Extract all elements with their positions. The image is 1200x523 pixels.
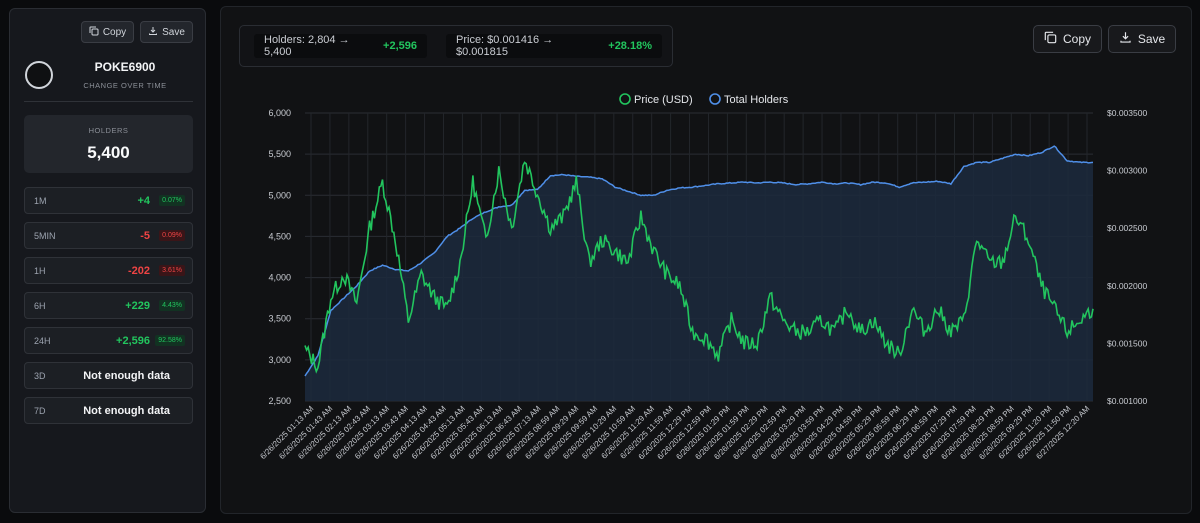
chart-copy-button[interactable]: Copy xyxy=(1033,25,1102,53)
row-percent-badge: 92.58% xyxy=(155,335,185,346)
y-left-tick-label: 5,000 xyxy=(268,190,291,200)
y-right-tick-label: $0.003500 xyxy=(1107,108,1147,118)
row-label: 5MIN xyxy=(34,231,56,241)
sidebar-save-button[interactable]: Save xyxy=(140,21,193,43)
holders-change-stat: Holders: 2,804 → 5,400 +2,596 xyxy=(254,34,427,58)
change-row-1m: 1M +4 0.07% xyxy=(24,187,193,214)
sidebar-copy-button[interactable]: Copy xyxy=(81,21,134,43)
holders-label: HOLDERS xyxy=(88,126,129,135)
chart-lines xyxy=(304,145,1094,377)
row-value: Not enough data xyxy=(83,405,170,417)
y-right-tick-label: $0.003000 xyxy=(1107,166,1147,176)
sidebar-panel: Copy Save POKE6900 CHANGE OVER TIME HOLD… xyxy=(9,8,206,513)
price-change-text: Price: $0.001416 → $0.001815 xyxy=(456,34,554,58)
row-percent-badge: 0.07% xyxy=(159,195,185,206)
sidebar-save-label: Save xyxy=(162,26,185,38)
chart-copy-label: Copy xyxy=(1062,32,1091,46)
stats-panel: Holders: 2,804 → 5,400 +2,596 Price: $0.… xyxy=(239,25,673,67)
change-row-5min: 5MIN -5 0.09% xyxy=(24,222,193,249)
left-y-axis: 2,500 3,000 3,500 4,000 4,500 5,000 5,500 6,000 xyxy=(268,108,291,406)
change-row-7d: 7D Not enough data xyxy=(24,397,193,424)
row-percent-badge: 0.09% xyxy=(159,230,185,241)
holders-area xyxy=(305,146,1093,401)
row-value: +2,596 xyxy=(116,335,150,347)
row-label: 24H xyxy=(34,336,51,346)
token-subtitle: CHANGE OVER TIME xyxy=(83,81,167,90)
download-icon xyxy=(1119,31,1132,47)
row-value: Not enough data xyxy=(83,370,170,382)
chart-legend: Price (USD) Total Holders xyxy=(619,93,789,106)
price-line xyxy=(304,161,1094,374)
row-label: 3D xyxy=(34,371,46,381)
row-percent-badge: 4.43% xyxy=(159,300,185,311)
token-avatar xyxy=(25,61,53,89)
price-change-value: +28.18% xyxy=(608,40,652,52)
download-icon xyxy=(148,26,158,39)
y-left-tick-label: 3,000 xyxy=(268,355,291,365)
chart-save-button[interactable]: Save xyxy=(1108,25,1176,53)
change-row-6h: 6H +229 4.43% xyxy=(24,292,193,319)
holders-area-fill xyxy=(305,146,1093,401)
y-left-tick-label: 5,500 xyxy=(268,149,291,159)
y-right-tick-label: $0.001500 xyxy=(1107,338,1147,348)
y-left-tick-label: 6,000 xyxy=(268,108,291,118)
y-left-tick-label: 3,500 xyxy=(268,314,291,324)
row-value: +4 xyxy=(137,195,150,207)
holders-summary: HOLDERS 5,400 xyxy=(24,115,193,173)
y-right-tick-label: $0.002500 xyxy=(1107,223,1147,233)
chart-save-label: Save xyxy=(1137,32,1166,46)
copy-icon xyxy=(1044,31,1057,47)
change-row-3d: 3D Not enough data xyxy=(24,362,193,389)
price-change-stat: Price: $0.001416 → $0.001815 +28.18% xyxy=(446,34,662,58)
y-right-tick-label: $0.001000 xyxy=(1107,396,1147,406)
row-value: +229 xyxy=(125,300,150,312)
y-left-tick-label: 2,500 xyxy=(268,396,291,406)
y-left-tick-label: 4,500 xyxy=(268,231,291,241)
row-label: 1M xyxy=(34,196,47,206)
change-row-24h: 24H +2,596 92.58% xyxy=(24,327,193,354)
row-label: 6H xyxy=(34,301,46,311)
holders-value: 5,400 xyxy=(87,143,130,162)
row-value: -202 xyxy=(127,265,150,277)
x-axis: 6/26/2025 01:13 AM6/26/2025 01:43 AM6/26… xyxy=(258,404,1091,462)
divider xyxy=(24,101,193,102)
holders-line xyxy=(304,145,1094,377)
legend-holders-label: Total Holders xyxy=(724,94,789,106)
row-value: -5 xyxy=(140,230,150,242)
y-left-tick-label: 4,000 xyxy=(268,273,291,283)
sidebar-copy-label: Copy xyxy=(102,26,127,38)
holders-change-value: +2,596 xyxy=(383,40,417,52)
row-label: 1H xyxy=(34,266,46,276)
right-y-axis: $0.001000 $0.001500 $0.002000 $0.002500 $0.0… xyxy=(1107,108,1147,406)
row-label: 7D xyxy=(34,406,46,416)
legend-price-label: Price (USD) xyxy=(634,94,693,106)
legend-price-marker xyxy=(619,93,631,105)
token-name: POKE6900 xyxy=(94,60,156,74)
y-right-tick-label: $0.002000 xyxy=(1107,281,1147,291)
change-row-1h: 1H -202 3.61% xyxy=(24,257,193,284)
holders-change-text: Holders: 2,804 → 5,400 xyxy=(264,34,350,58)
legend-holders-marker xyxy=(709,93,721,105)
row-percent-badge: 3.61% xyxy=(159,265,185,276)
copy-icon xyxy=(89,26,99,39)
